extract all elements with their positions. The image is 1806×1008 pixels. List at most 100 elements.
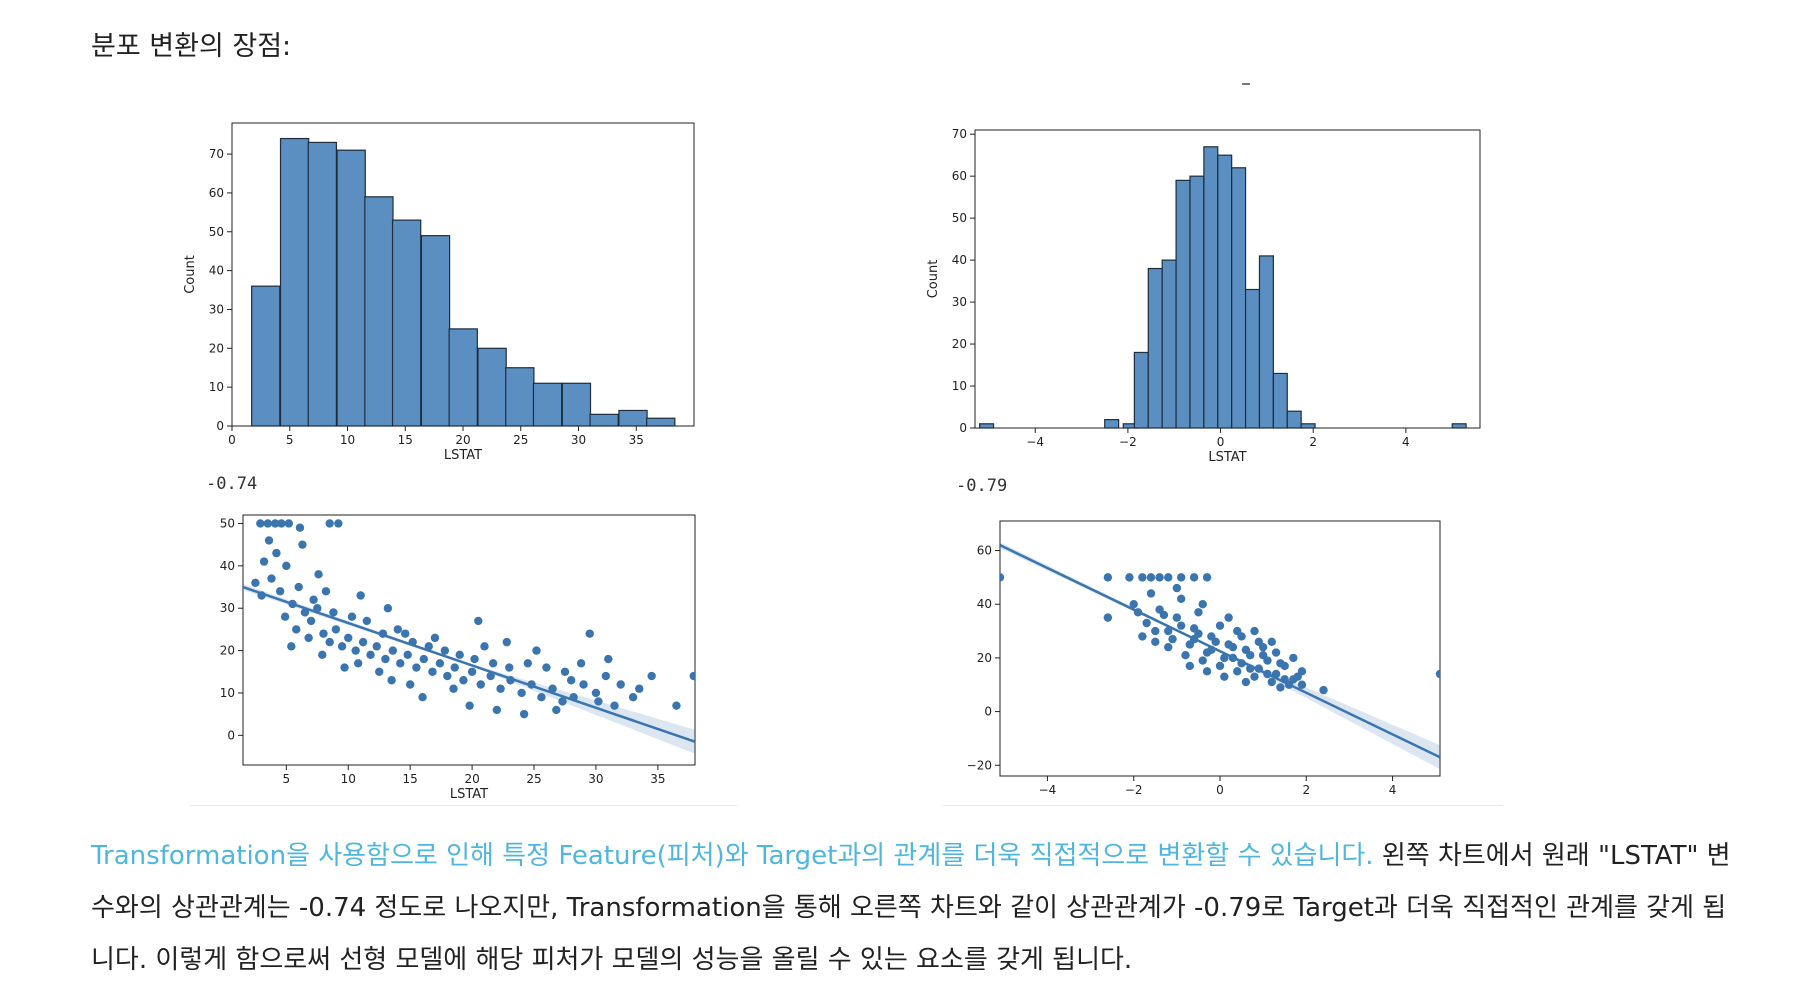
histogram-bar: [1451, 423, 1467, 429]
histogram-bar: [561, 382, 592, 427]
scatter-point: [1142, 618, 1151, 628]
y-tick-label: 40: [220, 559, 235, 573]
scatter-point: [1198, 656, 1207, 665]
scatter-point: [319, 629, 328, 638]
scatter-point: [334, 519, 343, 528]
scatter-point: [465, 701, 474, 710]
scatter-point: [1220, 653, 1229, 663]
scatter-point: [264, 536, 274, 545]
regplot-original: 5 10 15 20 25 30 35 0 10 20 30 40 50 LSTAT: [175, 510, 735, 802]
histogram-bar: [646, 417, 676, 427]
scatter-point: [459, 676, 468, 685]
scatter-point: [401, 629, 410, 638]
x-tick-label: 10: [341, 772, 356, 786]
scatter-point: [601, 671, 611, 681]
scatter-point: [321, 587, 331, 596]
scatter-point: [579, 680, 588, 689]
scatter-point: [1000, 573, 1005, 582]
scatter-point: [287, 642, 296, 651]
scatter-point: [1168, 634, 1177, 644]
scatter-point: [476, 680, 485, 689]
histogram-bar: [1147, 267, 1163, 429]
scatter-point: [1258, 651, 1268, 660]
scatter-point: [325, 519, 334, 528]
scatter-point: [362, 616, 372, 626]
scatter-point: [1164, 642, 1173, 652]
scatter-point: [412, 663, 421, 672]
x-tick-label: 30: [588, 772, 603, 786]
y-tick-label: 10: [952, 379, 967, 393]
scatter-point: [1155, 605, 1164, 614]
scatter-point: [1319, 685, 1328, 695]
y-axis-label: Count: [926, 260, 941, 299]
histogram-bar: [336, 149, 366, 427]
scatter-point: [435, 659, 445, 668]
scatter-point: [502, 637, 511, 647]
y-tick-label: 50: [209, 225, 224, 239]
scatter-point: [375, 667, 384, 676]
scatter-point: [259, 557, 269, 566]
scatter-point: [635, 684, 644, 693]
scatter-point: [356, 591, 365, 600]
scatter-point: [1194, 608, 1203, 617]
scatter-point: [616, 680, 625, 689]
scatter-point: [383, 604, 393, 613]
y-tick-label: 20: [952, 337, 967, 351]
scatter-point: [560, 667, 570, 676]
histogram-bar: [1133, 351, 1149, 429]
scatter-point: [393, 625, 402, 634]
y-tick-label: 10: [209, 380, 224, 394]
corr-original: -0.74: [206, 474, 258, 494]
scatter-point: [1189, 624, 1199, 633]
histogram-bar: [532, 382, 563, 427]
scatter-point: [251, 578, 260, 587]
scatter-point: [405, 680, 415, 689]
x-tick-label: 30: [571, 433, 586, 447]
x-tick-label: 2: [1302, 783, 1310, 797]
scatter-point: [267, 574, 276, 583]
y-tick-label: 0: [984, 705, 992, 719]
scatter-point: [1241, 645, 1251, 655]
histogram-bar: [1175, 179, 1191, 429]
scatter-point: [449, 684, 458, 693]
scatter-point: [1289, 653, 1298, 663]
divider-right: [943, 805, 1503, 806]
scatter-point: [505, 663, 514, 672]
scatter-point: [523, 659, 533, 668]
scatter-point: [519, 709, 529, 719]
scatter-point: [1164, 626, 1173, 636]
scatter-point: [480, 642, 489, 651]
scatter-point: [282, 561, 291, 571]
scatter-point: [1176, 621, 1186, 630]
explanation-paragraph: Transformation을 사용함으로 인해 특정 Feature(피처)와…: [91, 830, 1731, 986]
scatter-point: [486, 671, 495, 681]
x-tick-label: 35: [650, 772, 665, 786]
scatter-point: [1271, 648, 1281, 657]
histogram-bar: [279, 137, 310, 427]
histogram-bar: [1189, 175, 1205, 429]
x-tick-label: −4: [1039, 783, 1057, 797]
scatter-point: [1151, 626, 1160, 636]
regplot-transformed: −4 −2 0 2 4 −20 0 20 40 60: [940, 515, 1510, 805]
scatter-point: [450, 663, 459, 672]
scatter-point: [300, 608, 310, 617]
y-tick-label: 30: [952, 295, 967, 309]
scatter-point: [1138, 573, 1147, 582]
scatter-point: [418, 693, 427, 702]
scatter-point: [1267, 677, 1276, 687]
scatter-point: [337, 642, 347, 651]
scatter-point: [1250, 672, 1259, 681]
histogram-original: 0 5 10 15 20 25 30 35 0 10 20 30 40 50 60 70 LSTAT Count: [175, 115, 735, 475]
y-tick-label: 30: [220, 601, 235, 615]
scatter-point: [1189, 573, 1199, 582]
scatter-point: [585, 629, 594, 638]
scatter-point: [284, 519, 294, 528]
scatter-point: [1151, 637, 1160, 646]
x-tick-label: 10: [340, 433, 355, 447]
y-tick-label: 20: [209, 341, 224, 355]
scatter-point: [309, 595, 318, 604]
scatter-point: [1297, 680, 1307, 689]
y-tick-label: 40: [952, 253, 967, 267]
y-tick-label: 60: [209, 186, 224, 200]
x-tick-label: 15: [403, 772, 418, 786]
